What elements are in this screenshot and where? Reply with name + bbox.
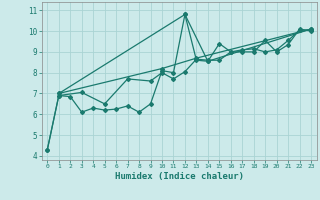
X-axis label: Humidex (Indice chaleur): Humidex (Indice chaleur) (115, 172, 244, 181)
